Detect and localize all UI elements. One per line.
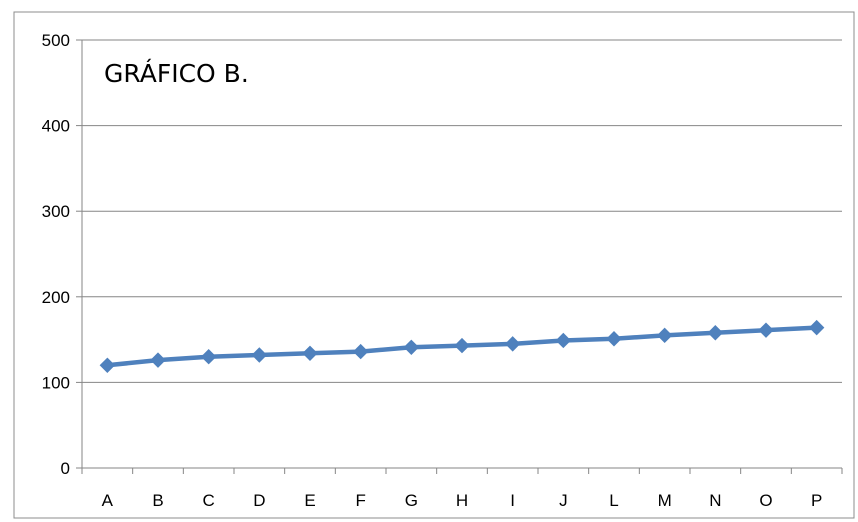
data-point-marker	[302, 345, 318, 362]
x-tick-label: D	[253, 491, 265, 510]
x-tick-label: A	[102, 491, 114, 510]
data-point-marker	[352, 343, 369, 360]
data-point-marker	[656, 327, 673, 344]
data-point-marker	[150, 352, 166, 368]
data-point-marker	[555, 332, 572, 349]
x-tick-label: H	[456, 491, 468, 510]
x-tick-label: E	[304, 491, 315, 510]
x-tick-label: I	[510, 491, 515, 510]
data-point-marker	[200, 349, 217, 365]
series-markers	[99, 319, 825, 373]
x-tick-label: P	[811, 491, 822, 510]
chart-title: GRÁFICO B.	[104, 59, 249, 88]
y-tick-label: 500	[42, 31, 70, 50]
data-point-marker	[606, 331, 622, 347]
data-point-marker	[707, 325, 724, 341]
y-tick-label: 100	[42, 373, 70, 392]
x-tick-label: C	[203, 491, 215, 510]
y-tick-label: 300	[42, 202, 70, 221]
x-tick-label: B	[152, 491, 163, 510]
y-tick-label: 0	[61, 459, 70, 478]
data-point-marker	[504, 336, 521, 352]
data-point-marker	[99, 357, 116, 373]
x-tick-label: F	[355, 491, 365, 510]
gridlines	[82, 39, 842, 383]
data-point-marker	[251, 347, 268, 363]
x-tick-label: O	[759, 491, 772, 510]
y-tick-labels: 0 100 200 300 400 500	[42, 31, 70, 478]
y-tick-label: 200	[42, 288, 70, 307]
data-point-marker	[454, 337, 470, 354]
chart-frame	[13, 11, 855, 519]
x-tick-label: J	[559, 491, 568, 510]
data-point-marker	[403, 339, 420, 356]
x-tick-label: N	[709, 491, 721, 510]
x-tick-label: G	[405, 491, 418, 510]
x-tick-label: M	[658, 491, 672, 510]
y-tick-label: 400	[42, 117, 70, 136]
x-tick-label: L	[609, 491, 618, 510]
axes	[76, 39, 843, 474]
data-point-marker	[808, 319, 825, 336]
data-point-marker	[758, 322, 774, 338]
